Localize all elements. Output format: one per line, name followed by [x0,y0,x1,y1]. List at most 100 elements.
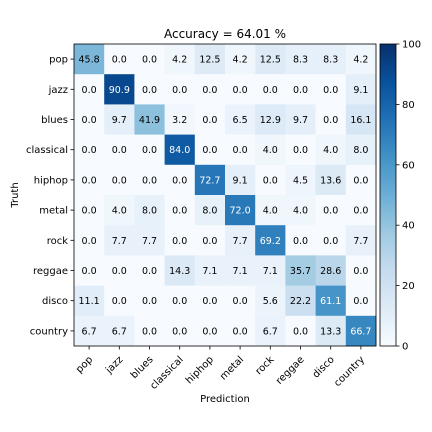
heatmap-cell [104,285,135,317]
cell-value-label: 8.0 [202,206,217,217]
cell-value-label: 0.0 [202,115,217,126]
heatmap-cell [104,164,135,196]
heatmap-cell [225,74,256,105]
cell-value-label: 0.0 [293,236,308,247]
heatmap-cell [164,225,196,256]
heatmap-cell [315,255,347,286]
cell-value-label: 0.0 [293,145,308,156]
cell-value-label: 13.3 [320,326,341,337]
cell-value-label: 4.0 [263,206,278,217]
cell-value-label: 0.0 [323,236,338,247]
cell-value-label: 28.6 [320,266,341,277]
heatmap-cell [285,285,316,317]
cell-value-label: 4.2 [233,55,248,66]
heatmap-cell [194,255,226,286]
cell-value-label: 0.0 [263,85,278,96]
cell-value-label: 0.0 [172,296,187,307]
heatmap-cell [194,74,226,105]
x-tick-label: classical [148,354,185,391]
heatmap-cell [134,255,165,286]
heatmap-cell [255,44,286,75]
cell-value-label: 0.0 [112,55,127,66]
heatmap-cell [315,134,347,166]
cell-value-label: 0.0 [172,206,187,217]
heatmap-cell [345,104,377,135]
heatmap-cell [225,225,256,256]
cell-value-label: 0.0 [82,85,97,96]
cell-value-label: 7.1 [263,266,278,277]
x-tick-label: country [332,354,367,389]
cell-value-label: 7.7 [233,236,248,247]
heatmap-cell [285,225,316,256]
cell-value-label: 45.8 [79,55,100,66]
cell-value-label: 9.1 [233,175,248,186]
cell-value-label: 6.5 [233,115,248,126]
heatmap-cell [315,285,347,317]
x-tick-label: hiphop [184,354,216,386]
heatmap-cell [164,315,196,347]
heatmap-cell [255,195,286,226]
heatmap-cell [285,164,316,196]
heatmap-cell [74,225,105,256]
cell-value-label: 0.0 [202,145,217,156]
heatmap-cell [315,315,347,347]
y-tick-labels: pop jazz blues classical hiphop metal rock regg… [26,55,74,337]
heatmap-cell [194,285,226,317]
cell-value-label: 12.5 [199,55,220,66]
cell-value-label: 72.0 [230,206,251,217]
plot-frame [73,43,377,347]
cell-value-label: 0.0 [142,145,157,156]
colorbar-gradient [379,43,397,347]
heatmap-cell [104,44,135,75]
heatmap-cell [104,104,135,135]
heatmap-cell [164,134,196,166]
heatmap-cell [255,285,286,317]
cell-value-label: 13.6 [320,175,341,186]
cell-value-label: 0.0 [353,175,368,186]
heatmap-cell [315,104,347,135]
x-tick-label: reggae [274,354,307,387]
heatmap-cell [164,104,196,135]
heatmap-cell [285,255,316,286]
heatmap-cell [104,134,135,166]
cell-value-label: 4.0 [263,145,278,156]
heatmap-cell [74,74,105,105]
cell-value-label: 0.0 [353,206,368,217]
heatmap-cell [134,104,165,135]
heatmap-cell [104,225,135,256]
heatmap-cell [74,104,105,135]
heatmap-cell [255,104,286,135]
heatmap-cell [134,315,165,347]
cell-value-label: 0.0 [323,85,338,96]
y-tick-label: reggae [33,266,68,277]
x-tick-label: disco [311,354,337,380]
cell-value-label: 4.5 [293,175,308,186]
cell-value-label: 0.0 [142,326,157,337]
heatmap-cell [225,195,256,226]
cell-value-label: 4.0 [112,206,127,217]
cell-value-label: 0.0 [172,236,187,247]
heatmap-cell [345,134,377,166]
cell-value-label: 72.7 [199,175,220,186]
cell-value-label: 0.0 [202,85,217,96]
heatmap-cell [74,164,105,196]
heatmap-cell [164,74,196,105]
cell-value-label: 0.0 [112,296,127,307]
cell-value-label: 0.0 [353,296,368,307]
heatmap-cell [194,225,226,256]
y-tick-label: country [30,326,68,337]
heatmap-cell [74,44,105,75]
cell-value-label: 14.3 [169,266,190,277]
cell-value-label: 9.7 [112,115,127,126]
heatmap-cell [315,225,347,256]
heatmap-cell [74,195,105,226]
heatmap-cell [74,285,105,317]
cell-value-label: 0.0 [323,115,338,126]
cell-value-label: 0.0 [263,175,278,186]
cell-value-label: 0.0 [82,206,97,217]
heatmap-cell [255,134,286,166]
cell-value-label: 0.0 [142,55,157,66]
heatmap-cell [194,315,226,347]
cell-value-label: 0.0 [172,85,187,96]
